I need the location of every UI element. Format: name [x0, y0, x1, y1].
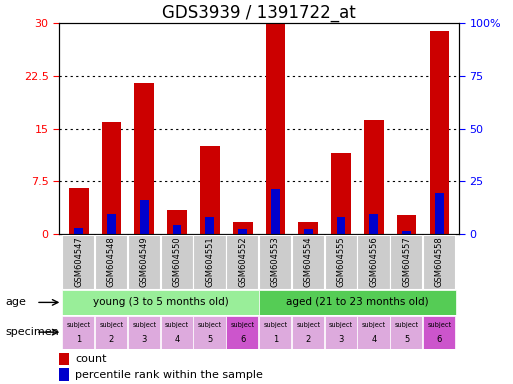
Text: 1: 1	[76, 335, 81, 344]
Bar	[358, 316, 389, 349]
Text: 1: 1	[273, 335, 278, 344]
Bar	[193, 235, 226, 290]
Bar	[233, 222, 252, 234]
Bar	[134, 83, 154, 234]
Text: GSM604549: GSM604549	[140, 237, 149, 287]
Text: subject: subject	[296, 321, 320, 328]
Text: count: count	[75, 354, 107, 364]
Title: GDS3939 / 1391722_at: GDS3939 / 1391722_at	[162, 4, 356, 22]
Bar	[390, 235, 422, 290]
Bar	[62, 316, 94, 349]
Text: subject: subject	[231, 321, 255, 328]
Bar	[331, 153, 351, 234]
Bar	[423, 235, 455, 290]
Text: 2: 2	[306, 335, 311, 344]
Bar	[402, 231, 411, 234]
Bar	[369, 214, 378, 234]
Text: 2: 2	[109, 335, 114, 344]
Text: 5: 5	[404, 335, 409, 344]
Bar	[423, 316, 455, 349]
Text: 3: 3	[339, 335, 344, 344]
Text: GSM604551: GSM604551	[205, 237, 214, 287]
Bar	[364, 120, 384, 234]
Text: subject: subject	[427, 321, 451, 328]
Text: subject: subject	[198, 321, 222, 328]
Bar	[95, 235, 127, 290]
Text: GSM604547: GSM604547	[74, 237, 83, 288]
Bar	[205, 217, 214, 234]
Text: 3: 3	[142, 335, 147, 344]
Text: GSM604550: GSM604550	[172, 237, 182, 287]
Bar	[390, 316, 422, 349]
Bar	[337, 217, 345, 234]
Bar	[259, 316, 291, 349]
Bar	[161, 316, 193, 349]
Bar	[69, 189, 89, 234]
Text: subject: subject	[132, 321, 156, 328]
Bar	[59, 353, 69, 365]
Text: young (3 to 5 months old): young (3 to 5 months old)	[93, 297, 229, 308]
Text: GSM604553: GSM604553	[271, 237, 280, 288]
Bar	[161, 235, 193, 290]
Bar	[259, 290, 456, 315]
Text: GSM604556: GSM604556	[369, 237, 379, 288]
Bar	[167, 210, 187, 234]
Bar	[128, 316, 160, 349]
Bar	[140, 200, 149, 234]
Text: subject: subject	[362, 321, 386, 328]
Text: GSM604552: GSM604552	[238, 237, 247, 287]
Bar	[266, 25, 285, 234]
Bar	[397, 215, 417, 234]
Bar	[59, 369, 69, 381]
Text: GSM604554: GSM604554	[304, 237, 313, 287]
Bar	[238, 229, 247, 234]
Bar	[193, 316, 226, 349]
Bar	[173, 225, 182, 234]
Bar	[292, 316, 324, 349]
Text: aged (21 to 23 months old): aged (21 to 23 months old)	[286, 297, 429, 308]
Bar	[429, 31, 449, 234]
Bar	[435, 193, 444, 234]
Text: 5: 5	[207, 335, 212, 344]
Bar	[107, 214, 116, 234]
Text: percentile rank within the sample: percentile rank within the sample	[75, 370, 263, 380]
Text: subject: subject	[100, 321, 124, 328]
Text: 4: 4	[371, 335, 377, 344]
Bar	[62, 235, 94, 290]
Text: subject: subject	[263, 321, 287, 328]
Text: GSM604558: GSM604558	[435, 237, 444, 288]
Text: 6: 6	[437, 335, 442, 344]
Bar	[128, 235, 160, 290]
Bar	[271, 189, 280, 234]
Text: 6: 6	[240, 335, 245, 344]
Bar	[292, 235, 324, 290]
Bar	[304, 229, 313, 234]
Bar	[226, 235, 259, 290]
Text: specimen: specimen	[5, 327, 59, 337]
Bar	[95, 316, 127, 349]
Bar	[325, 235, 357, 290]
Bar	[62, 290, 259, 315]
Text: subject: subject	[67, 321, 91, 328]
Bar	[259, 235, 291, 290]
Text: GSM604548: GSM604548	[107, 237, 116, 288]
Bar	[358, 235, 389, 290]
Bar	[299, 222, 318, 234]
Text: subject: subject	[394, 321, 419, 328]
Text: GSM604557: GSM604557	[402, 237, 411, 288]
Bar	[226, 316, 259, 349]
Text: 4: 4	[174, 335, 180, 344]
Bar	[74, 228, 83, 234]
Bar	[325, 316, 357, 349]
Bar	[102, 122, 121, 234]
Text: age: age	[5, 297, 26, 308]
Text: subject: subject	[165, 321, 189, 328]
Text: GSM604555: GSM604555	[337, 237, 346, 287]
Text: subject: subject	[329, 321, 353, 328]
Bar	[200, 146, 220, 234]
